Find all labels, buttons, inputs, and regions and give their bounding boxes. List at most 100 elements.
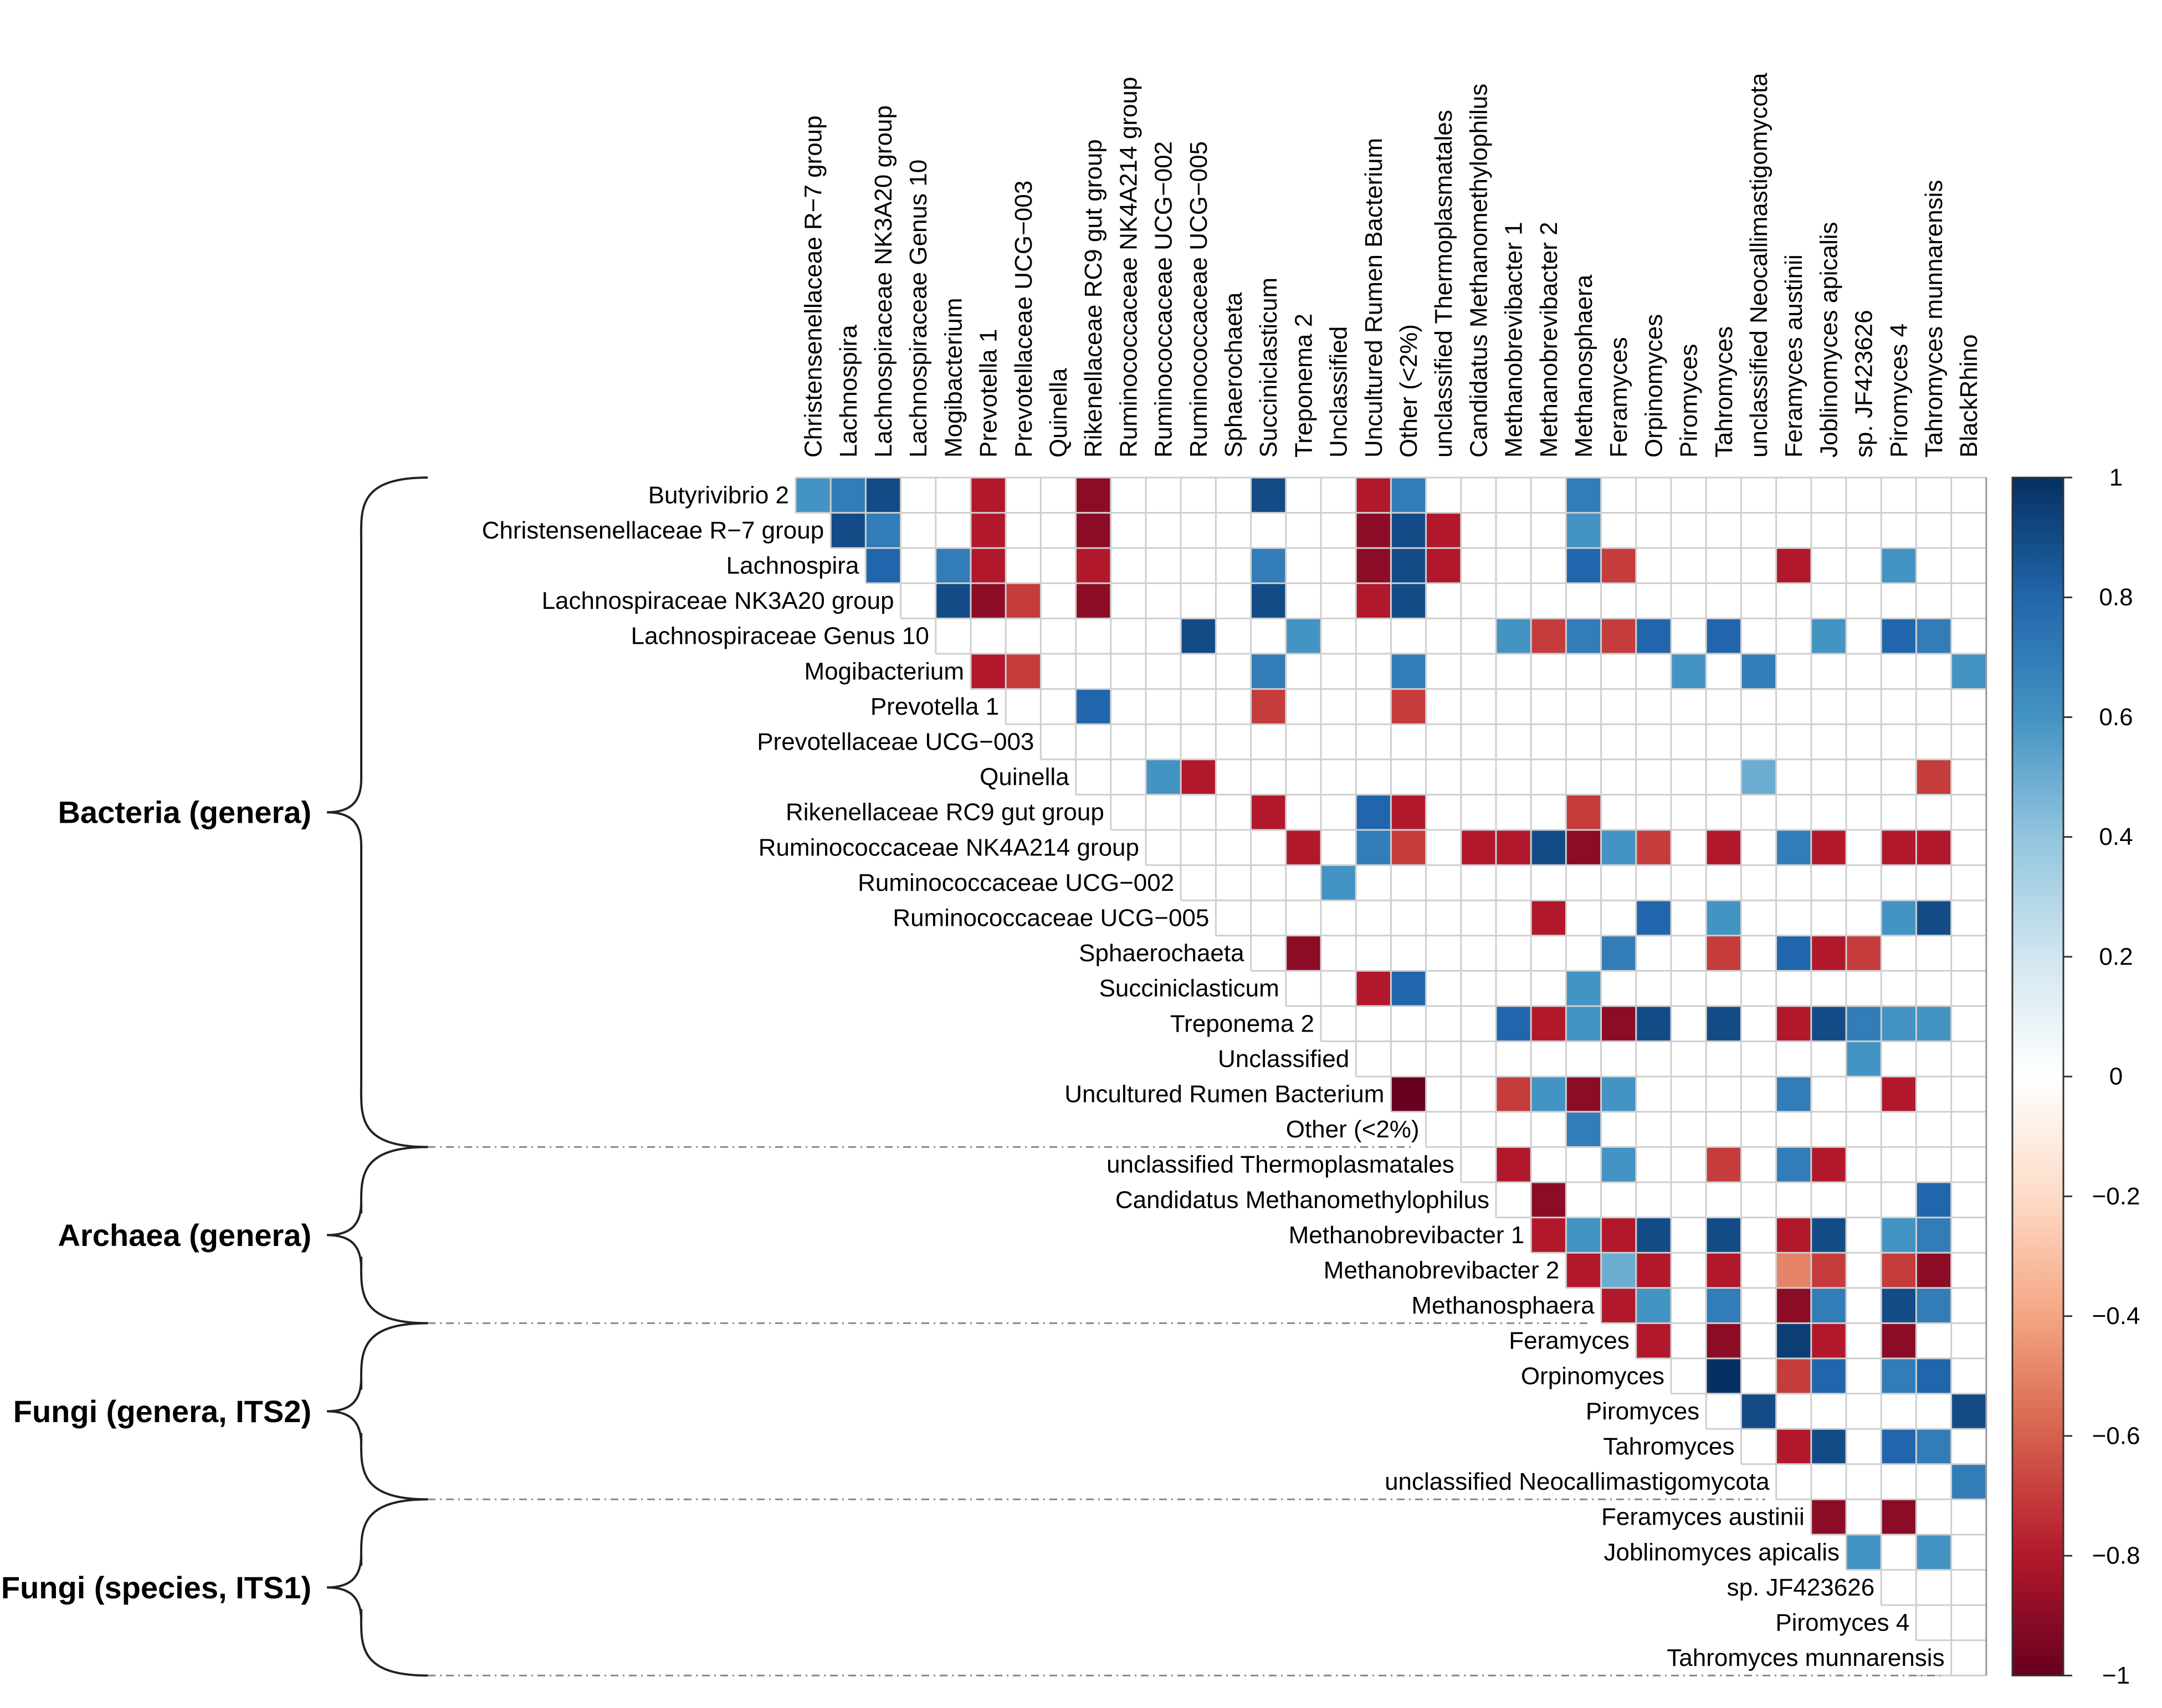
col-label-prevotella-1: Prevotella 1 <box>975 329 1002 458</box>
cell-r21-c28 <box>1776 1217 1811 1253</box>
cell-r9-c13 <box>1251 794 1286 830</box>
cell-r23-c23 <box>1601 1288 1636 1324</box>
cell-r5-c13 <box>1251 654 1286 689</box>
cell-r0-c5 <box>971 478 1006 513</box>
colorbar-tick-label: 0 <box>2109 1063 2123 1090</box>
col-label-quinella: Quinella <box>1045 368 1072 458</box>
col-label-mogibacterium: Mogibacterium <box>940 298 967 458</box>
cell-r21-c31 <box>1881 1217 1917 1253</box>
cell-r23-c24 <box>1636 1288 1671 1324</box>
cell-r0-c17 <box>1391 478 1426 513</box>
cell-r1-c22 <box>1566 512 1601 548</box>
colorbar-tick-label: −0.8 <box>2092 1542 2140 1569</box>
cell-r0-c8 <box>1075 478 1111 513</box>
col-label-tahromyces-munnarensis: Tahromyces munnarensis <box>1920 180 1948 458</box>
group-brace <box>326 1146 428 1325</box>
col-label-sp-jf423626: sp. JF423626 <box>1851 310 1878 458</box>
row-label-other-2: Other (<2%) <box>1286 1116 1420 1143</box>
colorbar-tick-label: 0.4 <box>2099 823 2133 850</box>
cell-r25-c32 <box>1916 1358 1951 1394</box>
cell-r17-c20 <box>1496 1076 1531 1112</box>
cell-r20-c32 <box>1916 1182 1951 1218</box>
cell-r0-c22 <box>1566 478 1601 513</box>
cell-r2-c18 <box>1426 548 1461 583</box>
group-label-archaea-genera: Archaea (genera) <box>58 1218 311 1253</box>
row-label-joblinomyces-apicalis: Joblinomyces apicalis <box>1603 1538 1840 1566</box>
cell-r2-c22 <box>1566 548 1601 583</box>
col-label-joblinomyces-apicalis: Joblinomyces apicalis <box>1815 222 1842 458</box>
col-label-piromyces-4: Piromyces 4 <box>1886 324 1913 458</box>
cell-r21-c32 <box>1916 1217 1951 1253</box>
cell-r3-c13 <box>1251 583 1286 619</box>
cell-r3-c6 <box>1006 583 1041 619</box>
cell-r4-c11 <box>1181 618 1216 654</box>
cell-r30-c30 <box>1846 1535 1882 1570</box>
row-label-rikenellaceae-rc9-gut-group: Rikenellaceae RC9 gut group <box>786 799 1104 826</box>
cell-r4-c22 <box>1566 618 1601 654</box>
cell-r3-c16 <box>1356 583 1391 619</box>
cell-r18-c22 <box>1566 1111 1601 1147</box>
cell-r1-c1 <box>831 512 866 548</box>
cell-r13-c29 <box>1811 935 1846 971</box>
col-label-other-2: Other (<2%) <box>1395 324 1422 458</box>
cell-r24-c29 <box>1811 1323 1846 1358</box>
cell-r8-c32 <box>1916 759 1951 795</box>
row-label-methanobrevibacter-2: Methanobrevibacter 2 <box>1324 1257 1560 1284</box>
cell-r23-c31 <box>1881 1288 1917 1324</box>
col-label-lachnospiraceae-genus-10: Lachnospiraceae Genus 10 <box>905 160 932 458</box>
cell-r4-c26 <box>1706 618 1741 654</box>
cell-r8-c10 <box>1146 759 1181 795</box>
cell-r22-c31 <box>1881 1253 1917 1288</box>
col-label-feramyces: Feramyces <box>1605 337 1632 458</box>
row-label-butyrivibrio-2: Butyrivibrio 2 <box>648 481 789 509</box>
cell-r15-c29 <box>1811 1006 1846 1042</box>
cell-r19-c26 <box>1706 1147 1741 1182</box>
cell-r10-c29 <box>1811 830 1846 865</box>
cell-r2-c17 <box>1391 548 1426 583</box>
col-label-orpinomyces: Orpinomyces <box>1640 314 1667 458</box>
cell-r10-c24 <box>1636 830 1671 865</box>
cell-r13-c23 <box>1601 935 1636 971</box>
cell-r0-c13 <box>1251 478 1286 513</box>
cell-r24-c26 <box>1706 1323 1741 1358</box>
cell-r27-c29 <box>1811 1429 1846 1464</box>
col-label-treponema-2: Treponema 2 <box>1290 314 1317 458</box>
row-label-prevotella-1: Prevotella 1 <box>870 693 999 720</box>
cell-r2-c13 <box>1251 548 1286 583</box>
cell-r4-c20 <box>1496 618 1531 654</box>
cell-r22-c29 <box>1811 1253 1846 1288</box>
cell-r13-c28 <box>1776 935 1811 971</box>
colorbar-tick-label: 1 <box>2109 464 2123 491</box>
cell-r30-c32 <box>1916 1535 1951 1570</box>
cell-r17-c22 <box>1566 1076 1601 1112</box>
cell-r10-c23 <box>1601 830 1636 865</box>
col-label-methanobrevibacter-2: Methanobrevibacter 2 <box>1535 222 1562 458</box>
groups-layer: Bacteria (genera) Archaea (genera) Fungi (… <box>1 476 1940 1677</box>
cell-r15-c32 <box>1916 1006 1951 1042</box>
colorbar-gradient <box>2011 476 2064 1676</box>
cell-r3-c8 <box>1075 583 1111 619</box>
row-label-lachnospira: Lachnospira <box>726 552 859 579</box>
cell-r12-c31 <box>1881 900 1917 936</box>
cell-r27-c32 <box>1916 1429 1951 1464</box>
row-label-sp-jf423626: sp. JF423626 <box>1727 1574 1875 1601</box>
cell-r1-c16 <box>1356 512 1391 548</box>
cell-r4-c31 <box>1881 618 1917 654</box>
cell-r3-c5 <box>971 583 1006 619</box>
colorbar-tick-label: 0.2 <box>2099 943 2133 970</box>
row-label-lachnospiraceae-nk3a20-group: Lachnospiraceae NK3A20 group <box>542 587 894 614</box>
row-label-tahromyces-munnarensis: Tahromyces munnarensis <box>1667 1644 1944 1671</box>
cell-r1-c18 <box>1426 512 1461 548</box>
cell-r5-c5 <box>971 654 1006 689</box>
col-label-feramyces-austinii: Feramyces austinii <box>1780 254 1807 458</box>
cell-r10-c16 <box>1356 830 1391 865</box>
cell-r23-c29 <box>1811 1288 1846 1324</box>
group-label-fungi-species-its1: Fungi (species, ITS1) <box>1 1570 311 1605</box>
cell-r2-c2 <box>865 548 901 583</box>
row-label-piromyces-4: Piromyces 4 <box>1775 1609 1909 1637</box>
colorbar-tick-label: −0.2 <box>2092 1183 2140 1210</box>
cell-r8-c27 <box>1741 759 1776 795</box>
row-label-lachnospiraceae-genus-10: Lachnospiraceae Genus 10 <box>631 623 929 650</box>
cell-r27-c31 <box>1881 1429 1917 1464</box>
cell-r0-c16 <box>1356 478 1391 513</box>
